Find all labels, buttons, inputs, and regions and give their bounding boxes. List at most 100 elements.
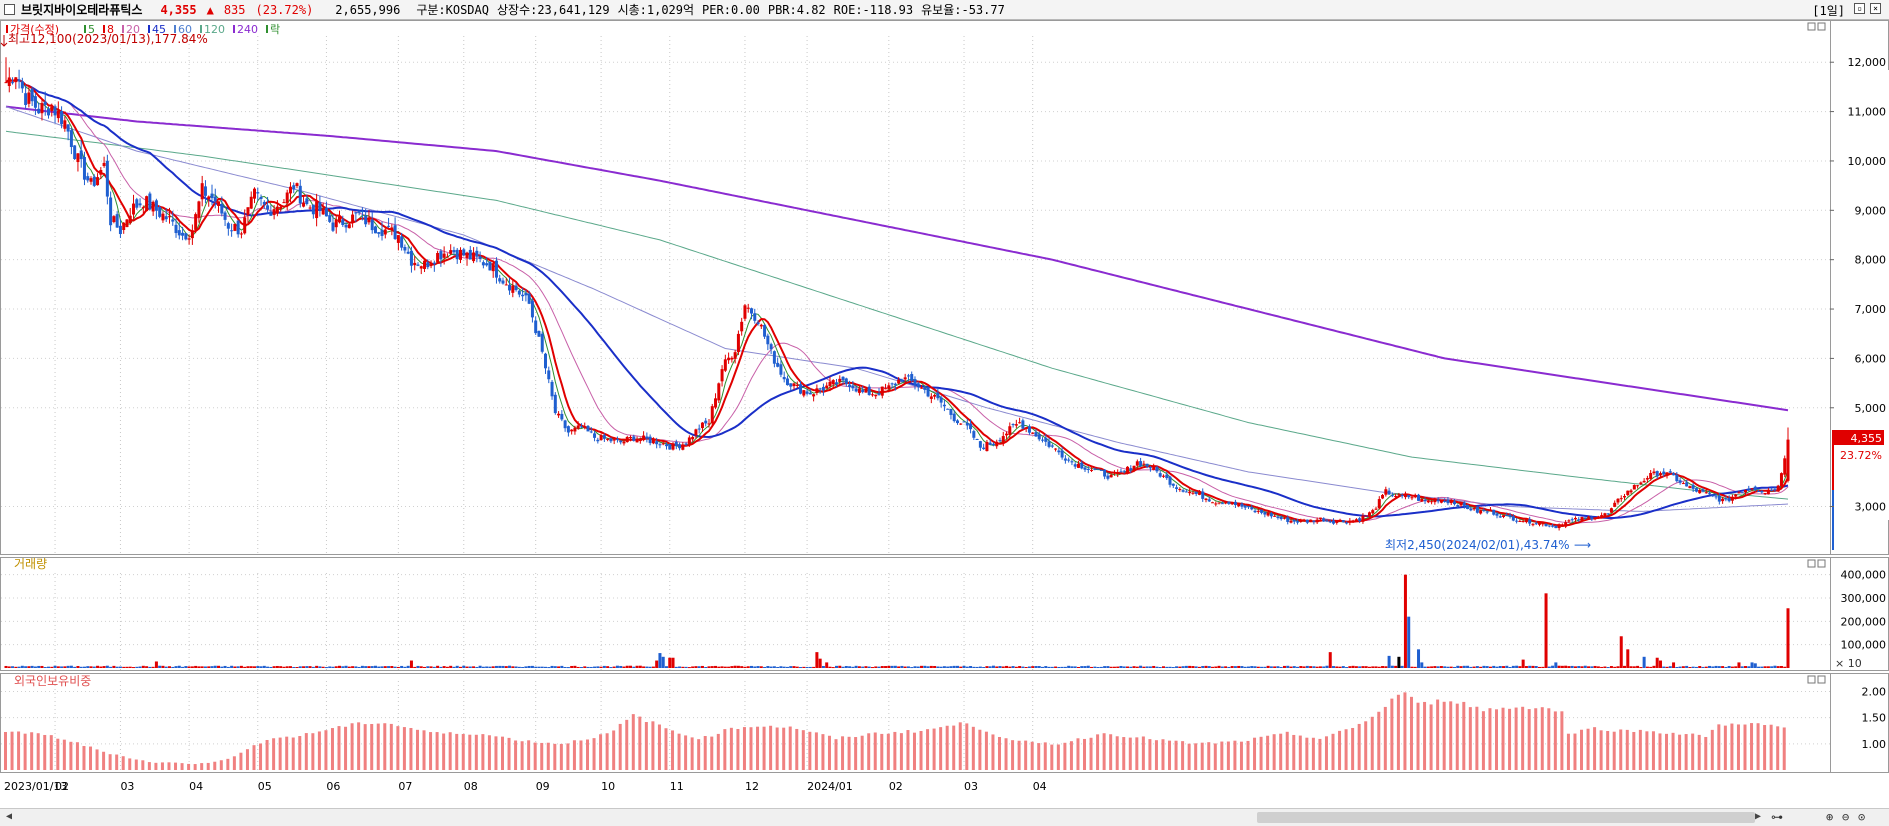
scroll-right-icon[interactable]: ▶ (1755, 811, 1762, 822)
candle-body (288, 186, 292, 194)
zoom-out-icon[interactable]: ⊖ (1842, 810, 1850, 824)
foreign-bar (1586, 728, 1590, 770)
period-selector[interactable]: [1일] (1812, 4, 1845, 18)
volume-bar (1112, 666, 1116, 668)
volume-bar (1348, 666, 1352, 668)
reserve-ratio: 유보율:-53.77 (921, 3, 1005, 17)
candle-body (1191, 492, 1195, 494)
zoom-slider-icon[interactable]: ⊶ (1771, 810, 1783, 824)
volume-bar (540, 666, 544, 668)
candle-body (1207, 499, 1211, 502)
candle-body (557, 413, 561, 416)
volume-bar (511, 666, 515, 668)
horizontal-scrollbar[interactable]: ◀ ▶ ⊶ ⊕ ⊖ ⊙ (0, 808, 1889, 826)
volume-bar (148, 666, 152, 668)
volume-bar (1747, 666, 1751, 668)
scroll-thumb[interactable] (1257, 812, 1755, 823)
candle-body (360, 211, 364, 213)
volume-bar (573, 665, 577, 668)
price-series (0, 35, 1790, 531)
restore-icon[interactable]: ▫ (1854, 3, 1865, 14)
candle-body (1041, 439, 1045, 441)
volume-bar (821, 665, 825, 668)
volume-bar (1168, 666, 1172, 668)
candle-body (1462, 502, 1466, 506)
candle-body (821, 386, 825, 391)
candle-body (1479, 510, 1483, 514)
volume-bar (158, 665, 162, 668)
candle-body (749, 308, 753, 314)
foreign-bar (1181, 741, 1185, 770)
volume-bar (1057, 666, 1061, 668)
foreign-bar (1298, 735, 1302, 770)
legend-swatch (200, 25, 202, 33)
volume-bar (861, 666, 865, 668)
volume-bar (1567, 666, 1571, 668)
candle-body (1269, 513, 1273, 517)
volume-bar (1717, 666, 1721, 668)
candle-body (1747, 488, 1751, 490)
foreign-bar (180, 763, 184, 770)
candle-body (923, 387, 927, 390)
candle-body (1727, 498, 1731, 502)
volume-bar (1067, 665, 1071, 668)
volume-bar (1475, 666, 1479, 668)
volume-bar (746, 666, 750, 668)
volume-bar (400, 665, 404, 668)
close-icon[interactable]: × (1870, 3, 1881, 14)
volume-bar (678, 666, 682, 668)
candle-body (354, 212, 358, 214)
scroll-left-icon[interactable]: ◀ (6, 811, 13, 822)
volume-bar (1623, 665, 1627, 668)
stock-name[interactable]: 브릿지바이오테라퓨틱스 (21, 3, 143, 17)
candle-body (1309, 519, 1313, 522)
candle-body (1276, 516, 1280, 518)
candle-body (37, 108, 41, 114)
volume-bar (1197, 666, 1201, 668)
legend-label: 120 (204, 23, 225, 36)
candle-body (109, 197, 113, 226)
candle-body (655, 441, 659, 445)
foreign-bar (317, 731, 321, 770)
candle-body (1665, 472, 1669, 476)
volume-bar (1299, 666, 1303, 668)
candle-body (1704, 492, 1708, 494)
candle-body (1675, 474, 1679, 482)
x-axis-label: 11 (670, 780, 684, 793)
volume-bar (877, 666, 881, 668)
volume-bar (1459, 666, 1463, 668)
select-checkbox[interactable] (4, 4, 15, 15)
x-axis-label: 2023/01/13 (4, 780, 67, 793)
candle-body (30, 88, 34, 102)
candle-body (573, 427, 577, 432)
volume-bar (1076, 666, 1080, 668)
volume-bar (1485, 666, 1489, 668)
candle-body (174, 224, 178, 234)
zoom-in-icon[interactable]: ⊕ (1826, 810, 1834, 824)
foreign-bar (82, 746, 86, 770)
foreign-bar (128, 758, 132, 770)
high-arrow-icon (0, 35, 8, 47)
volume-bar (707, 666, 711, 668)
foreign-bar (1396, 694, 1400, 770)
current-price-badge-text: 4,355 (1851, 432, 1883, 445)
volume-bar (1407, 616, 1411, 668)
volume-bar (161, 665, 165, 668)
zoom-reset-icon[interactable]: ⊙ (1858, 810, 1866, 824)
volume-bar (429, 666, 433, 668)
volume-bar (589, 666, 593, 668)
legend-label: 45 (152, 23, 166, 36)
candle-body (79, 150, 83, 160)
volume-bar (259, 666, 263, 668)
volume-bar (63, 666, 67, 668)
candle-body (1044, 437, 1048, 442)
foreign-bar (795, 728, 799, 770)
candle-body (897, 379, 901, 384)
candle-body (24, 93, 28, 105)
foreign-bar (1416, 702, 1420, 770)
foreign-bar (442, 733, 446, 770)
volume-bar (1538, 666, 1542, 668)
volume-bar (1080, 666, 1084, 668)
volume-bar (109, 666, 113, 668)
